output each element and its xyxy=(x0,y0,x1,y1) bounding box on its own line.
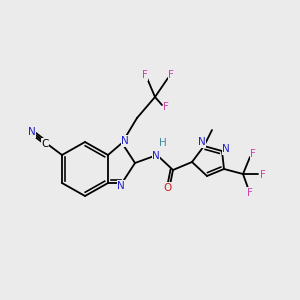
Text: N: N xyxy=(152,151,160,161)
Text: C: C xyxy=(41,139,49,149)
Text: H: H xyxy=(159,138,167,148)
Text: N: N xyxy=(121,136,129,146)
Text: N: N xyxy=(222,144,230,154)
Text: F: F xyxy=(168,70,174,80)
Text: F: F xyxy=(142,70,148,80)
Text: N: N xyxy=(28,127,36,137)
Text: N: N xyxy=(117,181,125,191)
Text: F: F xyxy=(260,170,266,180)
Text: N: N xyxy=(198,137,206,147)
Text: F: F xyxy=(247,188,253,198)
Text: O: O xyxy=(163,183,171,193)
Text: F: F xyxy=(163,102,169,112)
Text: F: F xyxy=(250,149,256,159)
